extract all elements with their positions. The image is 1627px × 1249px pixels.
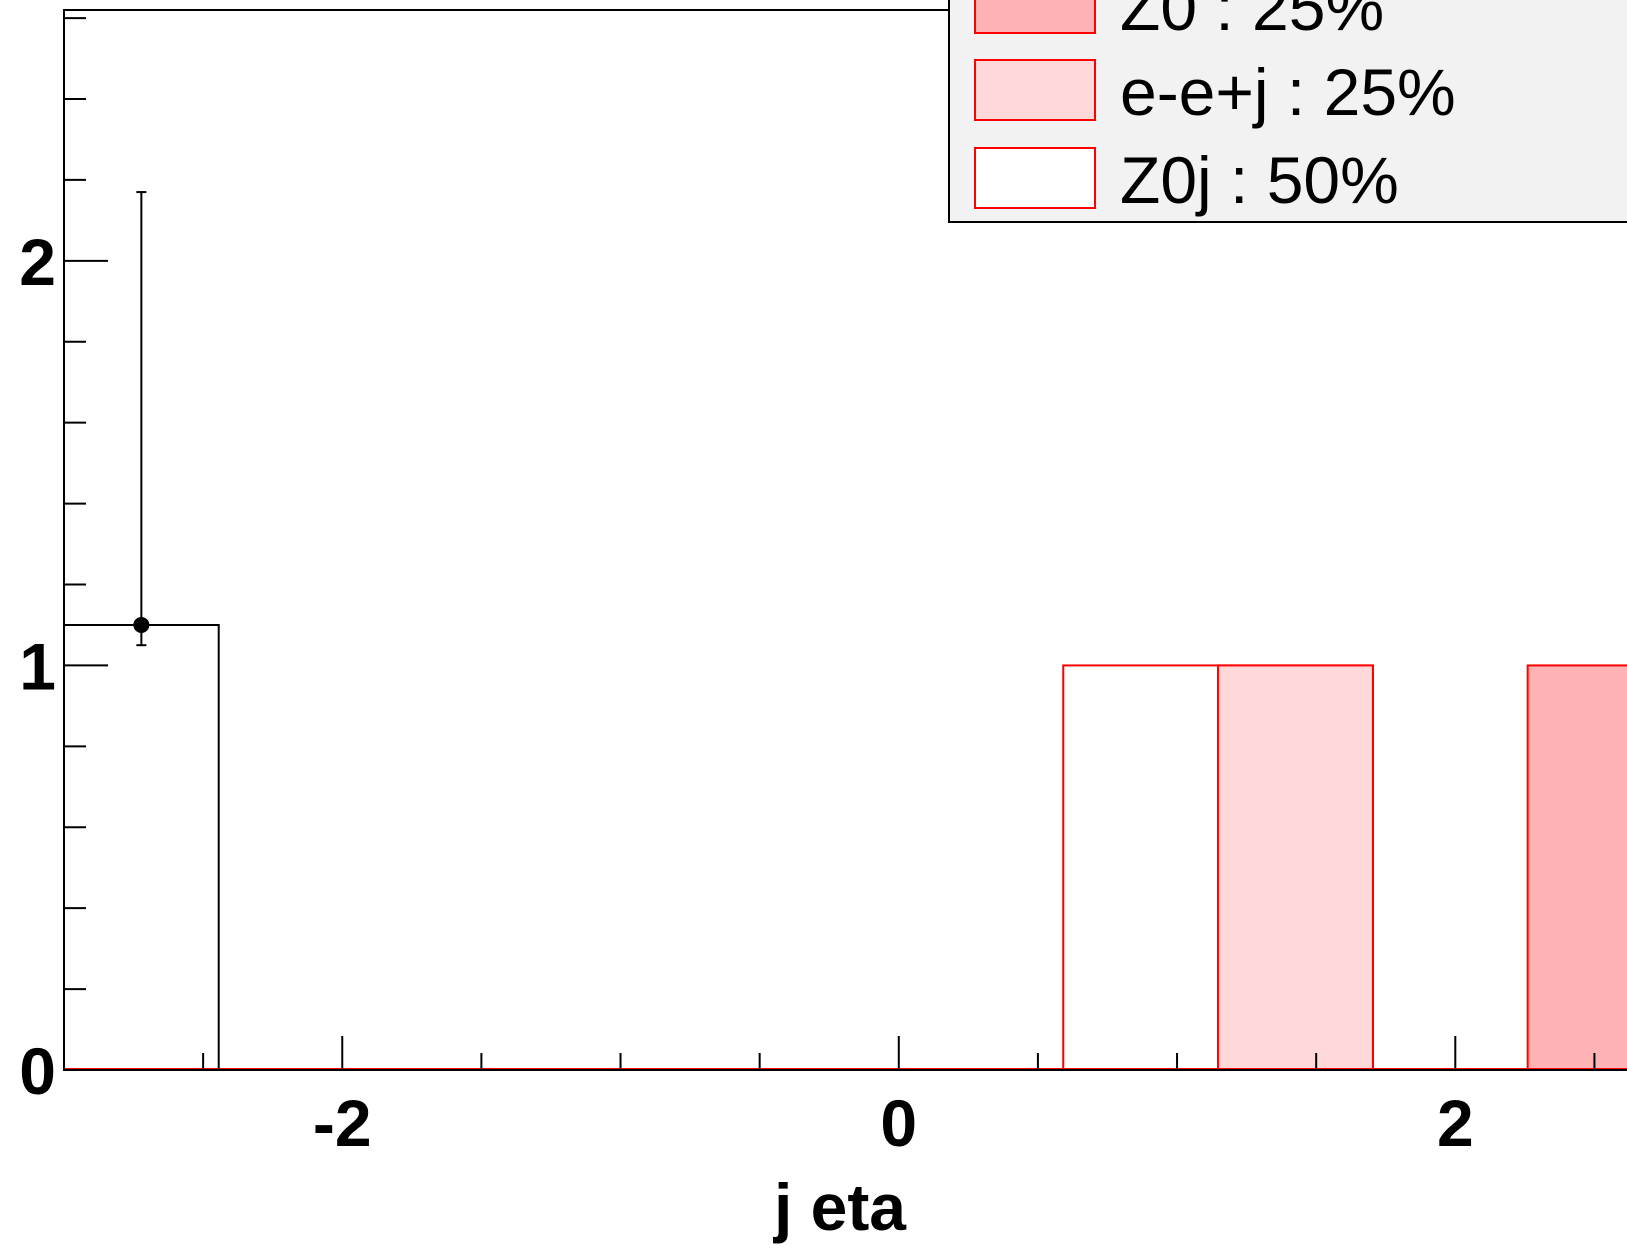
data-step-0 [64,623,220,1070]
bar-1-0 [1216,664,1374,1071]
legend-entry-z0: Z0 : 25% [974,0,1384,44]
y-tick-label-1: 1 [19,629,56,703]
x-tick-label-0: -2 [313,1086,372,1160]
legend-swatch-z0 [974,0,1096,34]
x-axis-title: j eta [772,1170,907,1244]
legend: Z0 : 25% e-e+j : 25% Z0j : 50% [948,0,1627,223]
stacked-bars [64,664,1627,1071]
axes [63,9,1627,1071]
data-points [64,191,220,1070]
legend-label-z0j: Z0j : 50% [1120,143,1399,217]
legend-entry-eej: e-e+j : 25% [974,55,1456,129]
x-tick-label-2: 2 [1437,1086,1474,1160]
x-axis-ticks: -2 0 2 [202,1036,1596,1160]
data-point-0 [133,616,150,633]
legend-label-z0: Z0 : 25% [1120,0,1384,44]
y-tick-label-0: 0 [19,1034,56,1108]
legend-entry-z0j: Z0j : 50% [974,143,1399,217]
legend-swatch-eej [974,59,1096,121]
legend-swatch-z0j [974,147,1096,209]
legend-label-eej: e-e+j : 25% [1120,55,1456,129]
y-axis-ticks: 0 1 2 [19,17,108,1108]
plot-frame [63,9,1627,1071]
y-tick-label-2: 2 [19,225,56,299]
x-tick-label-1: 0 [880,1086,917,1160]
bar-2-0 [1526,664,1627,1071]
